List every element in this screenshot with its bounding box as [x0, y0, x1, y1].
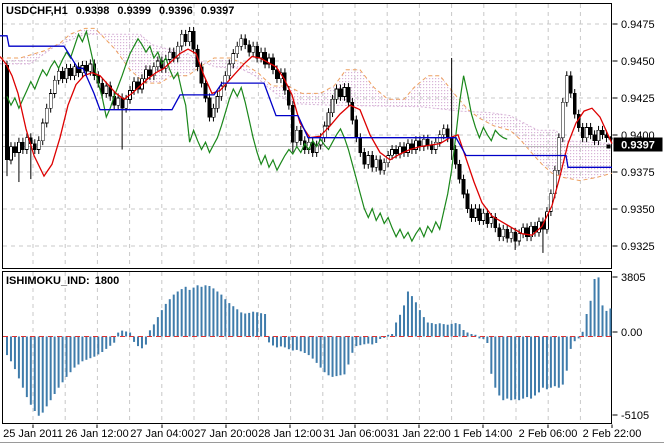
last-price-dot	[606, 144, 611, 149]
time-axis-label: 31 Jan 22:00	[387, 428, 451, 440]
chart-header: USDCHF,H1 0.9398 0.9399 0.9396 0.9397	[6, 5, 234, 17]
current-price-tag: 0.9397	[613, 137, 663, 152]
time-axis-labels: 25 Jan 2011 26 Jan 12:00 27 Jan 04:00 27 Ja…	[3, 424, 642, 440]
bar-low-value: 0.9396	[159, 5, 193, 17]
indicator-axis-labels: 3805 0.00 -5105	[612, 272, 649, 422]
time-axis-label: 25 Jan 2011	[3, 428, 63, 440]
indicator-header: ISHIMOKU_IND: 1800	[6, 275, 119, 287]
price-axis-label: 0.9450	[621, 56, 655, 68]
time-axis-label: 27 Jan 04:00	[130, 428, 194, 440]
tenkan-line	[0, 48, 613, 236]
histogram-series	[6, 277, 612, 416]
senkou-a-line	[0, 27, 613, 182]
bar-close-value: 0.9397	[200, 5, 235, 17]
price-axis-label: 0.9425	[621, 93, 655, 105]
indicator-name-label: ISHIMOKU_IND:	[6, 275, 90, 287]
window-frames	[2, 3, 612, 424]
price-axis-label: 0.9325	[621, 241, 655, 253]
time-axis-label: 1 Feb 14:00	[454, 428, 513, 440]
chikou-line	[6, 29, 508, 243]
indicator-pane[interactable]	[2, 272, 612, 424]
indicator-value: 1800	[94, 275, 120, 287]
time-axis-label: 2 Feb 06:00	[519, 428, 578, 440]
bar-high-value: 0.9399	[117, 5, 152, 17]
time-axis-label: 26 Jan 12:00	[65, 428, 129, 440]
indicator-axis-label: 0.00	[621, 327, 642, 339]
bar-open-value: 0.9398	[75, 5, 110, 17]
symbol-timeframe-label: USDCHF,H1	[6, 5, 68, 17]
price-axis-label: 0.9350	[621, 204, 655, 216]
senkou-b-line	[0, 33, 613, 145]
indicator-axis-label: 3805	[621, 272, 645, 284]
time-axis-label: 28 Jan 12:00	[258, 428, 322, 440]
price-axis-label: 0.9475	[621, 19, 655, 31]
time-axis[interactable]	[0, 424, 664, 446]
time-axis-label: 2 Feb 22:00	[583, 428, 642, 440]
time-axis-label: 31 Jan 06:00	[323, 428, 387, 440]
price-axis[interactable]	[613, 0, 664, 424]
kijun-line	[0, 35, 612, 168]
current-price-tag-value: 0.9397	[621, 140, 655, 152]
time-axis-label: 27 Jan 20:00	[194, 428, 258, 440]
price-axis-label: 0.9375	[621, 167, 655, 179]
indicator-axis-label: -5105	[621, 410, 649, 422]
main-chart-pane[interactable]	[2, 3, 612, 269]
